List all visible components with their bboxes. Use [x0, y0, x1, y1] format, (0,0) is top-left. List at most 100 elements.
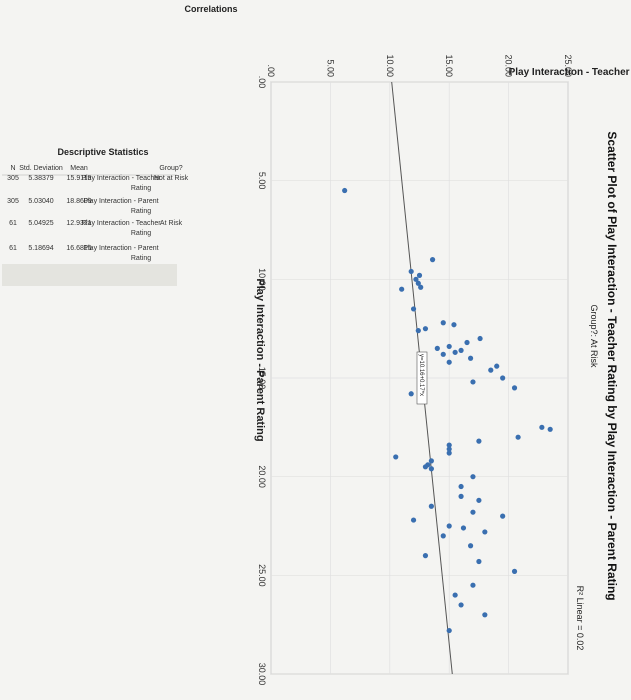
data-point [416, 272, 423, 278]
header-n: N [10, 165, 15, 172]
data-point [470, 474, 476, 480]
table-shaded-row [2, 264, 177, 286]
fit-equation-label: y=10.16+0.17*x [416, 351, 428, 405]
data-point [399, 286, 405, 292]
data-point [488, 367, 494, 373]
row-n: 305 [7, 198, 19, 205]
data-point [418, 284, 424, 290]
row-variable-line2: Rating [131, 255, 151, 262]
row-mean: 16.6815 [66, 245, 91, 252]
data-point [428, 458, 434, 464]
data-point [511, 385, 518, 391]
data-point [539, 424, 545, 430]
data-point [470, 509, 476, 515]
data-point [470, 379, 476, 385]
data-point [467, 355, 474, 361]
data-point [446, 442, 452, 448]
data-point [428, 503, 434, 509]
data-point [470, 582, 476, 588]
y-tick-label: 10.00 [385, 54, 395, 77]
data-point [452, 349, 458, 355]
row-variable-line2: Rating [131, 185, 151, 192]
data-point [422, 553, 429, 559]
data-point [547, 426, 553, 432]
x-tick-label: 20.00 [257, 465, 267, 488]
row-sd: 5.38379 [28, 175, 53, 182]
chart-title: Scatter Plot of Play Interaction - Teach… [605, 131, 619, 600]
row-variable-line2: Rating [131, 230, 151, 237]
data-point [511, 568, 518, 574]
x-axis-ticks: .00 5.00 10.00 15.00 20.00 25.00 30.00 [257, 76, 267, 686]
row-mean: 15.9119 [67, 175, 92, 182]
header-group: Group? [159, 165, 182, 172]
x-tick-label: .00 [257, 76, 267, 89]
header-sd: Std. Deviation [19, 165, 63, 172]
data-point [422, 464, 429, 470]
data-point [476, 438, 482, 444]
row-n: 305 [7, 175, 19, 182]
row-variable-line2: Rating [131, 208, 151, 215]
data-point [440, 351, 446, 357]
row-mean: 18.8609 [66, 198, 91, 205]
data-point [458, 493, 464, 499]
data-point [446, 359, 452, 365]
data-point [428, 466, 434, 472]
chart-subtitle: Group?: At Risk [589, 304, 599, 368]
data-point [440, 320, 446, 326]
data-point [410, 306, 417, 312]
data-point [415, 280, 421, 286]
data-point [500, 513, 506, 519]
data-point [446, 343, 452, 350]
x-tick-label: 15.00 [257, 367, 267, 390]
y-tick-label: 25.00 [563, 54, 573, 77]
y-tick-label: .00 [266, 64, 276, 77]
data-point [440, 533, 446, 539]
row-variable: Play Interaction - Parent [83, 198, 158, 205]
data-point [434, 345, 440, 351]
data-point [446, 627, 452, 634]
data-point [458, 483, 464, 490]
data-point [500, 375, 506, 381]
y-tick-label: 15.00 [444, 54, 454, 77]
data-point [476, 558, 482, 565]
row-variable: Play Interaction - Teacher [81, 220, 161, 227]
row-sd: 5.18694 [28, 245, 53, 252]
data-point [494, 363, 500, 369]
data-point [422, 326, 429, 332]
fit-equation: y=10.16+0.17*x [418, 354, 424, 396]
data-point [467, 543, 474, 549]
y-tick-label: 20.00 [504, 54, 514, 77]
data-point [482, 529, 488, 535]
row-n: 61 [9, 220, 17, 227]
data-point [464, 339, 470, 346]
x-tick-label: 25.00 [257, 564, 267, 587]
data-point [477, 335, 483, 342]
data-point [446, 523, 452, 529]
data-point [446, 446, 452, 452]
data-point [342, 187, 348, 194]
y-axis-ticks: .00 5.00 10.00 15.00 20.00 25.00 [266, 54, 573, 77]
y-axis-title: Play Interaction - Teacher Rating [509, 67, 631, 78]
data-point [458, 602, 464, 608]
row-sd: 5.04925 [28, 220, 53, 227]
section-title: Correlations [184, 4, 237, 14]
row-mean: 12.9321 [66, 220, 91, 227]
data-point [451, 322, 457, 328]
descriptive-statistics-table: Descriptive Statistics Group? Mean Std. De… [2, 147, 189, 286]
y-tick-label: 5.00 [325, 59, 335, 77]
data-point [393, 454, 399, 460]
header-mean: Mean [70, 165, 88, 172]
row-sd: 5.03040 [28, 198, 53, 205]
row-group: Not at Risk [154, 175, 189, 182]
data-point [458, 347, 464, 353]
row-variable: Play Interaction - Teacher [81, 175, 161, 182]
row-n: 61 [9, 245, 17, 252]
data-point [460, 525, 467, 531]
x-tick-label: 5.00 [257, 172, 267, 190]
data-point [408, 268, 414, 275]
data-point [515, 434, 521, 440]
data-points [342, 187, 553, 634]
data-point [415, 328, 421, 334]
